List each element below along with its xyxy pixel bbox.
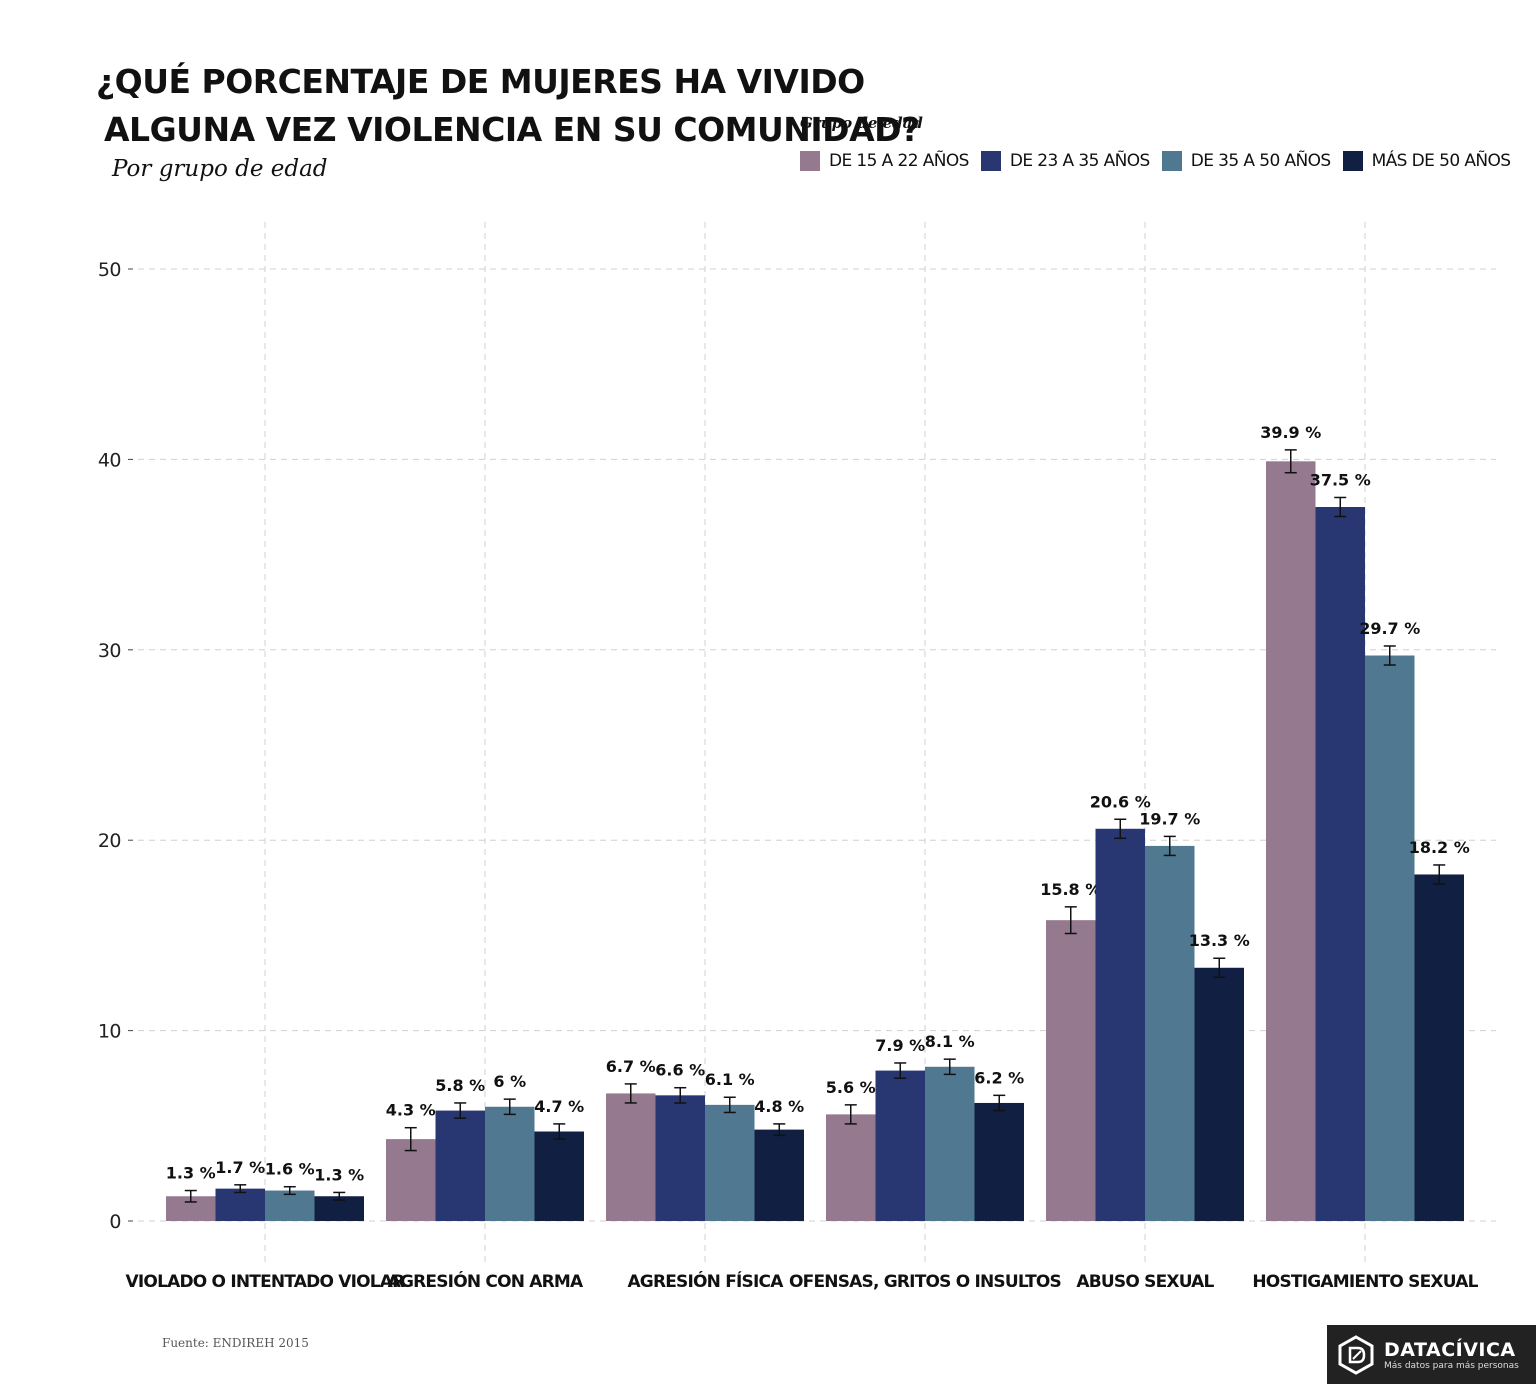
legend-item-2: DE 23 A 35 AÑOS (980, 151, 1150, 171)
legend: DE 15 A 22 AÑOS DE 23 A 35 AÑOS DE 35 A 50… (800, 148, 1522, 174)
legend-item-4: MÁS DE 50 AÑOS (1342, 151, 1511, 171)
datacivica-logo: DATACÍVICA Más datos para más personas (1327, 1325, 1536, 1384)
data-label: 6 % (493, 1072, 526, 1091)
data-label: 5.6 % (826, 1078, 876, 1097)
data-label: 15.8 % (1040, 880, 1101, 899)
bar (1315, 507, 1365, 1221)
chart-title-line-2: ALGUNA VEZ VIOLENCIA EN SU COMUNIDAD? (104, 110, 920, 149)
data-label: 39.9 % (1260, 423, 1321, 442)
legend-item-1: DE 15 A 22 AÑOS (800, 151, 969, 171)
bar (386, 1139, 436, 1221)
legend-label: DE 15 A 22 AÑOS (829, 151, 969, 171)
chart-title-line-1: ¿QUÉ PORCENTAJE DE MUJERES HA VIVIDO (96, 62, 865, 101)
datacivica-logo-icon (1338, 1334, 1374, 1375)
data-label: 6.2 % (974, 1068, 1024, 1087)
data-label: 6.1 % (705, 1070, 755, 1089)
data-label: 20.6 % (1090, 792, 1151, 811)
data-label: 1.6 % (265, 1160, 315, 1179)
legend-swatch (980, 151, 1001, 171)
bar (1414, 874, 1464, 1221)
legend-item-3: DE 35 A 50 AÑOS (1161, 151, 1331, 171)
bar (705, 1104, 755, 1221)
bar (655, 1095, 705, 1221)
legend-swatch (800, 151, 820, 171)
legend-label: DE 23 A 35 AÑOS (1009, 151, 1150, 171)
data-label: 5.8 % (435, 1076, 485, 1095)
bar (1266, 461, 1316, 1222)
x-category-label: AGRESIÓN FÍSICA (627, 1270, 784, 1292)
source-note: Fuente: ENDIREH 2015 (162, 1336, 309, 1350)
data-label: 6.7 % (606, 1057, 656, 1076)
logo-name: DATACÍVICA (1384, 1338, 1516, 1361)
data-label: 13.3 % (1189, 931, 1250, 950)
legend-title: Grupo de edad (800, 114, 923, 132)
bar (534, 1131, 584, 1221)
bar (974, 1102, 1024, 1221)
legend-swatch (1161, 151, 1182, 171)
data-label: 19.7 % (1139, 809, 1200, 828)
data-label: 8.1 % (925, 1032, 975, 1051)
data-label: 37.5 % (1310, 470, 1371, 489)
bar (485, 1106, 535, 1221)
logo-tagline: Más datos para más personas (1384, 1360, 1519, 1371)
bar-chart: 0 10 20 30 40 50 1.3 % 4.3 % 6.7 % 5.6 % 15.8 % 39.… (98, 222, 1496, 1292)
bar (1095, 828, 1145, 1221)
x-category-label: VIOLADO O INTENTADO VIOLAR (126, 1272, 406, 1292)
y-tick-label: 40 (98, 449, 121, 471)
bar (1365, 655, 1415, 1221)
data-label: 1.7 % (215, 1158, 265, 1177)
y-tick-label: 50 (98, 259, 121, 281)
x-category-label: AGRESIÓN CON ARMA (388, 1270, 584, 1292)
x-category-label: OFENSAS, GRITOS O INSULTOS (789, 1272, 1061, 1292)
data-label: 7.9 % (875, 1036, 925, 1055)
bar (1046, 920, 1096, 1221)
y-tick-label: 20 (98, 830, 121, 852)
y-tick-label: 30 (98, 640, 121, 662)
bar (875, 1070, 925, 1221)
data-label: 1.3 % (314, 1165, 364, 1184)
bar (826, 1114, 876, 1221)
legend-label: DE 35 A 50 AÑOS (1190, 151, 1331, 171)
data-label: 29.7 % (1359, 619, 1420, 638)
bar (754, 1129, 804, 1221)
bar (1194, 967, 1244, 1221)
bar (606, 1093, 656, 1221)
bar (1145, 845, 1195, 1221)
data-label: 4.3 % (386, 1101, 436, 1120)
y-tick-label: 10 (98, 1021, 121, 1043)
y-tick-label: 0 (109, 1211, 121, 1233)
x-category-label: HOSTIGAMIENTO SEXUAL (1252, 1272, 1478, 1292)
bar (215, 1188, 265, 1221)
chart-subtitle: Por grupo de edad (112, 156, 328, 182)
data-label: 6.6 % (655, 1061, 705, 1080)
data-label: 18.2 % (1409, 838, 1470, 857)
bar (925, 1066, 975, 1221)
data-label: 1.3 % (166, 1164, 216, 1183)
x-category-label: ABUSO SEXUAL (1076, 1272, 1214, 1292)
bar (435, 1110, 485, 1221)
data-label: 4.8 % (754, 1097, 804, 1116)
legend-swatch (1342, 151, 1363, 171)
data-label: 4.7 % (534, 1097, 584, 1116)
bar (265, 1190, 315, 1221)
legend-label: MÁS DE 50 AÑOS (1371, 151, 1511, 171)
